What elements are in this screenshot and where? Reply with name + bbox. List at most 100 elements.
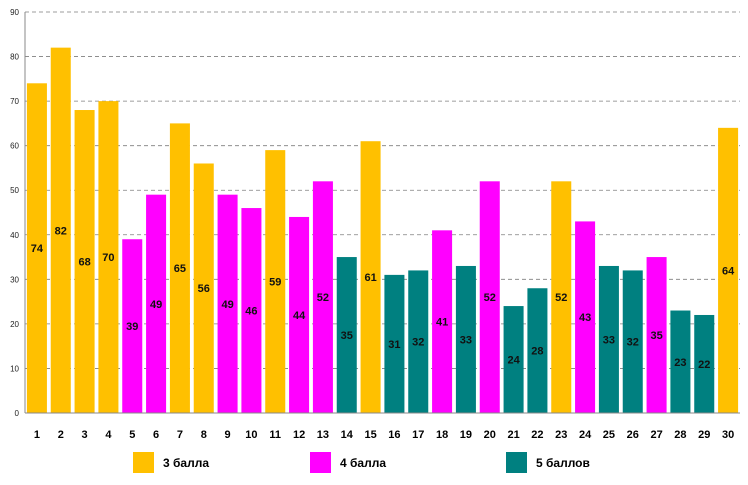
data-label: 32 <box>412 337 424 349</box>
bar <box>169 123 190 413</box>
x-tick-label: 20 <box>484 429 496 441</box>
data-label: 33 <box>603 334 615 346</box>
data-label: 49 <box>221 299 233 311</box>
data-label: 39 <box>126 321 138 333</box>
bar <box>622 270 643 413</box>
bar <box>503 306 524 413</box>
bar <box>74 110 95 414</box>
bar <box>694 314 715 413</box>
x-tick-label: 15 <box>364 429 376 441</box>
y-tick-label: 40 <box>10 231 19 240</box>
data-label: 23 <box>674 357 686 369</box>
bar <box>479 181 500 413</box>
legend-label: 3 балла <box>163 456 209 470</box>
data-label: 59 <box>269 277 281 289</box>
data-label: 22 <box>698 359 710 371</box>
data-label: 35 <box>650 330 662 342</box>
y-tick-label: 50 <box>10 186 19 195</box>
bar <box>217 194 238 413</box>
data-label: 33 <box>460 334 472 346</box>
y-tick-label: 60 <box>10 142 19 151</box>
legend-swatch <box>133 452 154 473</box>
bar <box>122 239 143 413</box>
x-tick-label: 29 <box>698 429 710 441</box>
data-label: 52 <box>317 292 329 304</box>
bar <box>26 83 47 414</box>
bar <box>551 181 572 413</box>
y-tick-label: 30 <box>10 275 19 284</box>
y-tick-label: 0 <box>15 409 20 418</box>
bar <box>670 310 691 413</box>
data-label: 65 <box>174 263 186 275</box>
x-tick-label: 7 <box>177 429 183 441</box>
gridlines <box>25 11 740 369</box>
data-label: 41 <box>436 317 448 329</box>
data-label: 82 <box>55 225 67 237</box>
x-tick-label: 9 <box>225 429 231 441</box>
bar <box>384 274 405 413</box>
data-label: 70 <box>102 252 114 264</box>
y-tick-label: 10 <box>10 364 19 373</box>
x-tick-label: 14 <box>341 429 354 441</box>
bar <box>265 150 286 413</box>
bar <box>527 288 548 413</box>
x-tick-label: 19 <box>460 429 472 441</box>
x-tick-label: 23 <box>555 429 567 441</box>
y-axis: 0 10 20 30 40 50 60 70 80 90 <box>10 8 26 418</box>
bars: 74 82 68 70 39 49 65 56 49 46 59 44 52 35 61 31 32 41 33 52… <box>26 47 739 414</box>
data-label: 35 <box>341 330 353 342</box>
x-tick-label: 12 <box>293 429 305 441</box>
bar <box>241 208 262 413</box>
bar <box>718 127 739 413</box>
x-tick-label: 24 <box>579 429 592 441</box>
legend-swatch <box>506 452 527 473</box>
data-label: 56 <box>198 283 210 295</box>
legend-label: 4 балла <box>340 456 386 470</box>
x-tick-label: 1 <box>34 429 40 441</box>
y-tick-label: 80 <box>10 53 19 62</box>
data-label: 61 <box>364 272 376 284</box>
bar <box>289 216 310 413</box>
bar <box>193 163 214 413</box>
data-label: 64 <box>722 265 735 277</box>
x-tick-label: 28 <box>674 429 686 441</box>
legend-label: 5 баллов <box>536 456 590 470</box>
bar <box>408 270 429 413</box>
data-label: 31 <box>388 339 400 351</box>
x-tick-label: 22 <box>531 429 543 441</box>
data-label: 32 <box>627 337 639 349</box>
data-label: 46 <box>245 306 257 318</box>
x-tick-label: 8 <box>201 429 207 441</box>
data-label: 44 <box>293 310 306 322</box>
data-label: 52 <box>555 292 567 304</box>
bar <box>360 141 381 413</box>
bar <box>98 101 119 413</box>
y-tick-label: 70 <box>10 97 19 106</box>
x-tick-label: 16 <box>388 429 400 441</box>
x-tick-label: 2 <box>58 429 64 441</box>
bar <box>312 181 333 413</box>
data-label: 74 <box>31 243 44 255</box>
x-tick-label: 21 <box>507 429 519 441</box>
x-tick-label: 6 <box>153 429 159 441</box>
bar <box>50 47 71 414</box>
data-label: 43 <box>579 312 591 324</box>
bar <box>598 265 619 413</box>
y-tick-label: 20 <box>10 320 19 329</box>
bar <box>646 257 667 413</box>
bar <box>336 257 357 413</box>
x-tick-label: 25 <box>603 429 615 441</box>
bar <box>455 265 476 413</box>
bar <box>432 230 453 413</box>
x-tick-label: 5 <box>129 429 135 441</box>
bar <box>575 221 596 413</box>
x-axis: 1 2 3 4 5 6 7 8 9 10 11 12 13 14 15 16 17 18 19 20 21 22 23 24 2… <box>25 412 740 441</box>
x-tick-label: 11 <box>269 429 281 441</box>
data-label: 49 <box>150 299 162 311</box>
x-tick-label: 30 <box>722 429 734 441</box>
x-tick-label: 3 <box>82 429 88 441</box>
y-tick-label: 90 <box>10 8 19 17</box>
x-tick-label: 26 <box>627 429 639 441</box>
data-label: 24 <box>507 355 520 367</box>
legend: 3 балла 4 балла 5 баллов <box>133 452 590 473</box>
